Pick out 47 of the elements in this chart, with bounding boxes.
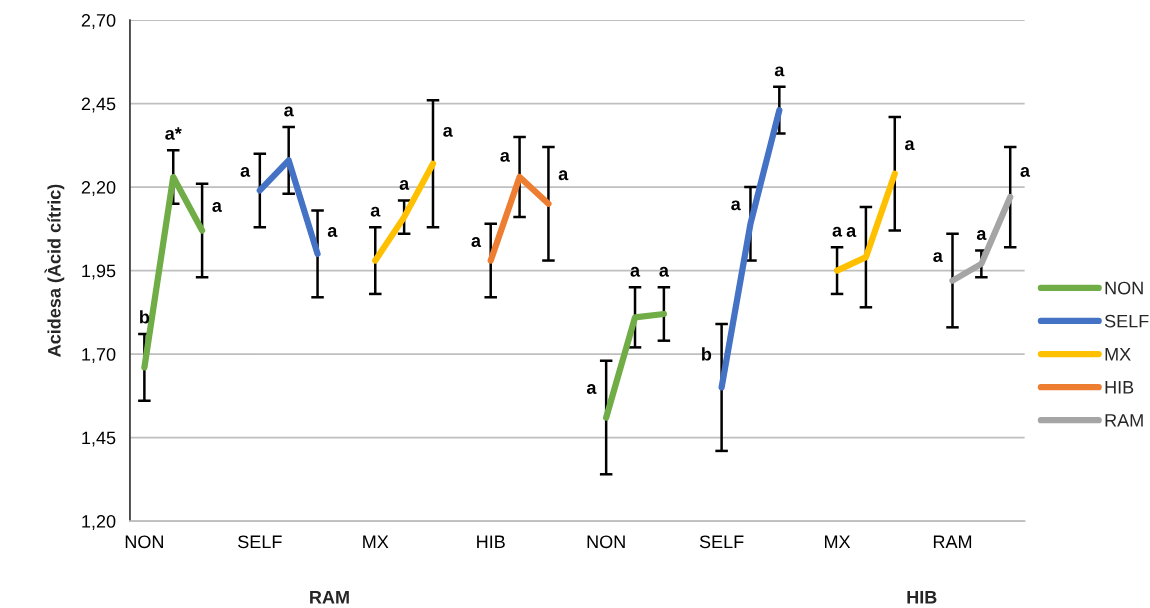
data-label: a: [212, 202, 222, 212]
data-label: a: [471, 237, 482, 248]
x-tick-label: MX: [824, 535, 851, 549]
y-tick-label: 1,45: [82, 431, 116, 447]
data-label: a: [933, 252, 943, 263]
y-tick-label: 2,70: [81, 14, 116, 29]
data-label: a: [443, 126, 453, 137]
text: RAM: [310, 590, 349, 604]
data-label: a: [327, 227, 338, 237]
legend-label: NON: [1105, 281, 1143, 295]
x-tick-label: MX: [363, 535, 389, 549]
x-tick-label: SELF: [238, 535, 282, 549]
y-tick-label: 2,45: [81, 97, 116, 113]
data-label: a: [630, 266, 641, 277]
data-label: a: [976, 230, 987, 241]
y-axis-title: Acidesa (Àcid cítric): [44, 184, 65, 357]
data-label: a: [558, 170, 569, 181]
data-label: a: [370, 206, 381, 217]
legend-label: RAM: [1105, 414, 1143, 427]
y-tick-label: 1,20: [82, 514, 116, 530]
x-tick-label: HIB: [477, 535, 505, 549]
y-tick-label: 2,20: [81, 181, 116, 196]
data-label: a: [1020, 166, 1031, 177]
data-label: a*: [165, 127, 182, 140]
data-label: b: [702, 347, 712, 361]
data-label: a: [284, 106, 294, 117]
legend-label: HIB: [1105, 381, 1134, 394]
x-tick-label: SELF: [699, 535, 744, 549]
data-label: a: [240, 166, 251, 177]
legend-label: SELF: [1104, 314, 1149, 328]
data-label: a: [774, 66, 785, 77]
data-label: a: [832, 226, 843, 237]
data-label: a: [846, 227, 857, 237]
data-label: b: [140, 310, 150, 324]
y-tick-label: 1,70: [82, 347, 116, 363]
data-label: a: [586, 384, 597, 394]
text: HIB: [907, 590, 937, 604]
data-label: a: [731, 200, 741, 211]
x-tick-label: NON: [125, 535, 163, 549]
x-tick-label: RAM: [933, 535, 972, 549]
data-label: a: [905, 140, 915, 151]
data-label: a: [399, 180, 410, 190]
legend-label: MX: [1105, 347, 1131, 361]
data-label: a: [659, 266, 670, 277]
y-tick-label: 1,95: [82, 264, 116, 280]
data-label: a: [500, 151, 510, 162]
x-tick-label: NON: [587, 535, 625, 549]
